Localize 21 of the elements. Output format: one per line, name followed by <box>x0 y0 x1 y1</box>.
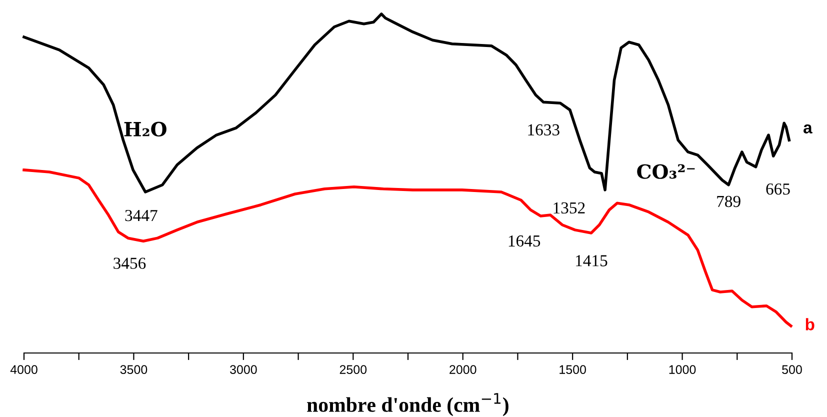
annotation: CO₃²⁻ <box>637 164 695 179</box>
x-tick-label: 1000 <box>669 365 696 374</box>
annotation: 789 <box>717 196 740 208</box>
annotation: 665 <box>766 183 790 195</box>
series-label: a <box>804 124 812 134</box>
annotation: 1352 <box>554 202 585 214</box>
annotation: 1645 <box>508 235 540 247</box>
series-label: b <box>806 318 814 330</box>
x-axis-title: nombre d'onde (cm$^{−1}$) <box>307 393 508 416</box>
x-tick-label: 2500 <box>340 365 367 374</box>
annotation: 3447 <box>125 210 158 222</box>
x-tick-label: 500 <box>782 365 802 374</box>
x-tick-label: 3500 <box>120 365 148 374</box>
x-tick-label: 1500 <box>560 365 586 374</box>
x-tick-label: 4000 <box>10 365 38 374</box>
annotation: 1633 <box>528 124 560 136</box>
annotation: 3456 <box>114 258 146 269</box>
annotation: H₂O <box>124 122 166 137</box>
x-tick-label: 3000 <box>230 365 257 374</box>
annotation: 1415 <box>576 255 608 266</box>
x-tick-label: 2000 <box>450 365 476 374</box>
